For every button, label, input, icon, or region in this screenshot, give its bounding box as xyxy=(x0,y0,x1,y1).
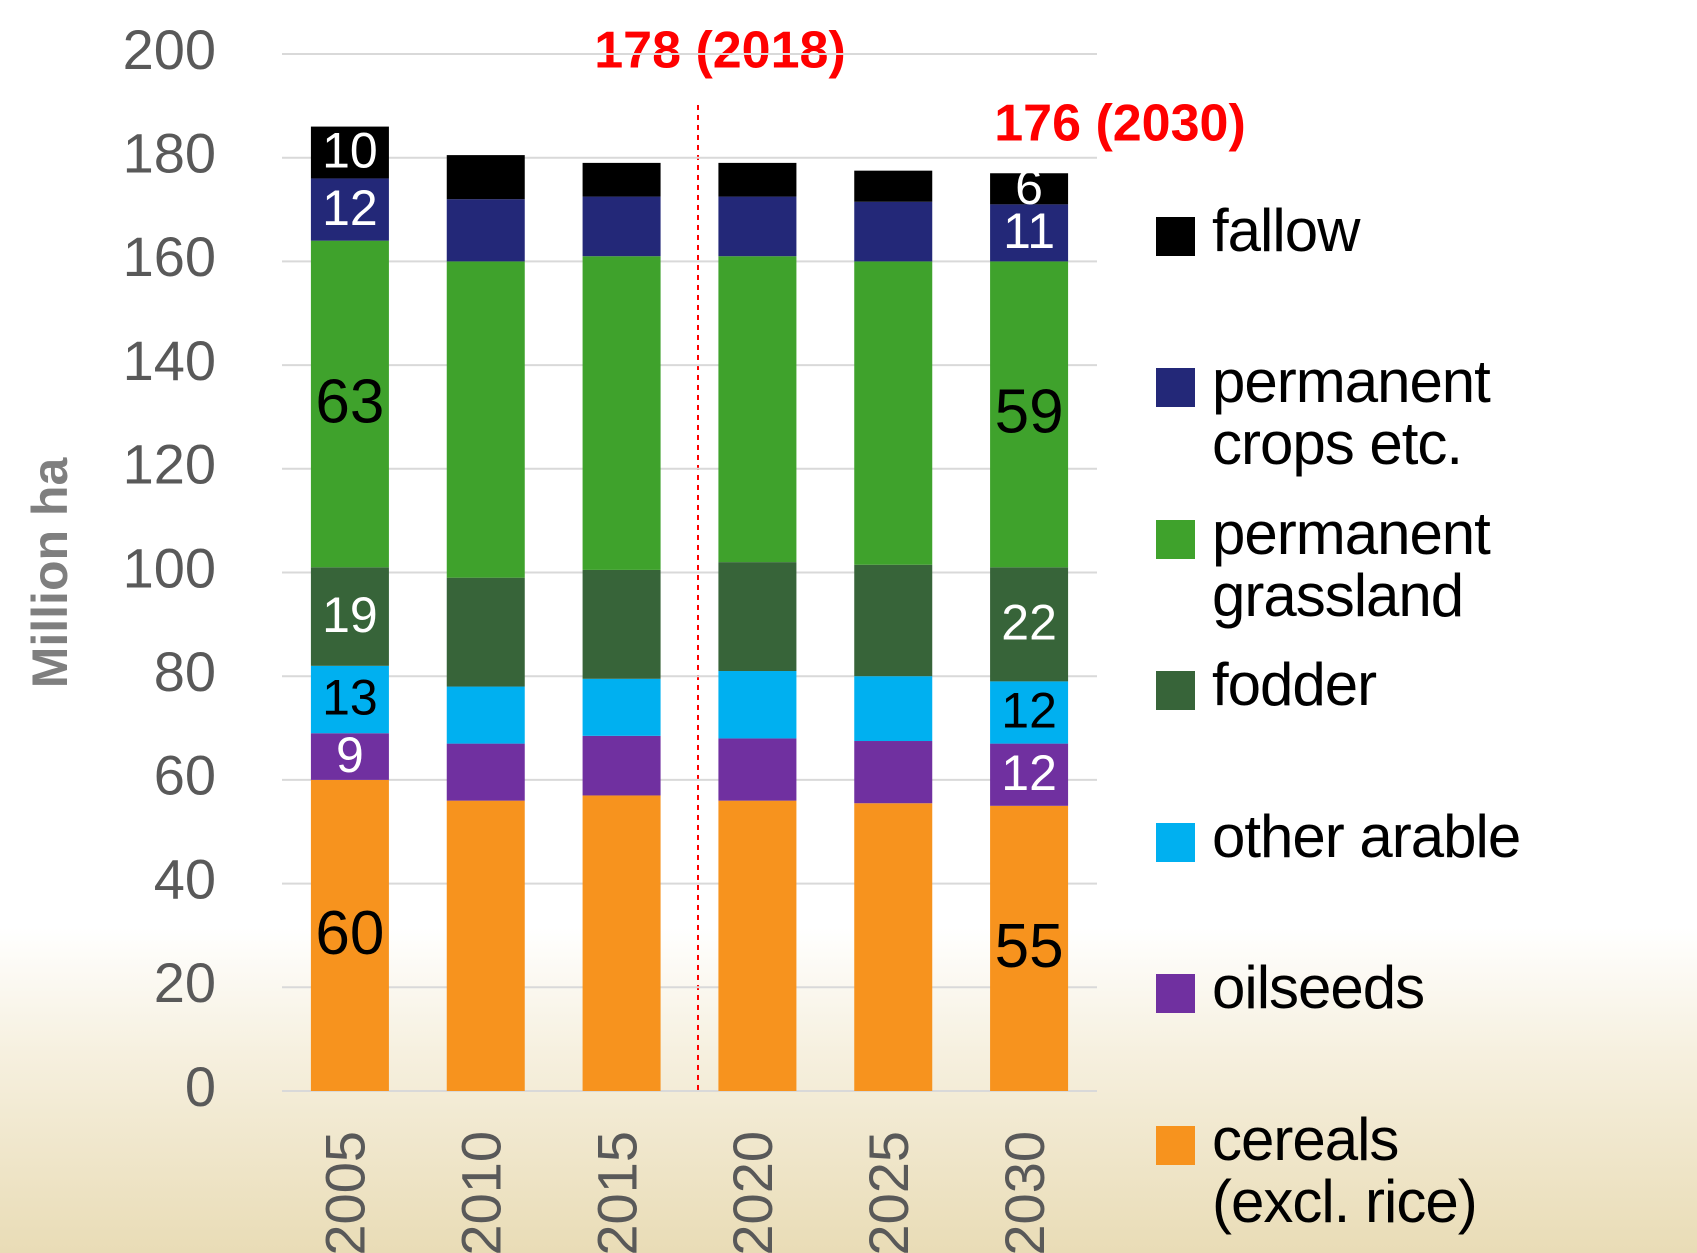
data-label: 12 xyxy=(322,180,378,236)
bar-segment xyxy=(446,686,525,744)
bar-segment xyxy=(854,201,933,262)
y-tick-label: 180 xyxy=(123,121,216,184)
bar-segment xyxy=(854,741,933,804)
y-tick-label: 100 xyxy=(123,536,216,599)
annotation: 176 (2030) xyxy=(994,95,1246,153)
bar-segment xyxy=(854,170,933,202)
y-tick-label: 0 xyxy=(185,1055,216,1118)
bar-segment xyxy=(582,256,661,570)
bar-segment xyxy=(310,567,389,666)
bar-segment xyxy=(582,735,661,796)
bar-segment xyxy=(310,665,389,734)
legend-label: fallow xyxy=(1212,197,1360,264)
x-tick-label: 2005 xyxy=(314,1131,377,1253)
bar-segment xyxy=(718,162,797,197)
y-axis-title: Million ha xyxy=(22,457,78,689)
data-label: 59 xyxy=(995,378,1064,447)
data-label: 55 xyxy=(995,912,1064,981)
bar-segment xyxy=(310,779,389,1091)
legend-swatch xyxy=(1156,974,1195,1013)
data-label: 6 xyxy=(1015,159,1043,215)
data-label: 12 xyxy=(1001,745,1057,801)
bar-segment xyxy=(718,256,797,563)
bar-segment xyxy=(582,196,661,257)
bar-segment xyxy=(854,676,933,742)
annotation: 178 (2018) xyxy=(594,22,846,80)
legend-swatch xyxy=(1156,1126,1195,1165)
bar-segment xyxy=(990,681,1069,744)
x-tick-label: 2010 xyxy=(450,1131,513,1253)
legend-label: other arable xyxy=(1212,803,1521,870)
data-label: 22 xyxy=(1001,595,1057,651)
bar-segment xyxy=(582,795,661,1091)
legend-label: oilseeds xyxy=(1212,954,1425,1021)
x-tick-label: 2015 xyxy=(585,1131,648,1253)
legend-label: permanent grassland xyxy=(1212,500,1491,629)
bar-segment xyxy=(990,805,1069,1091)
legend-swatch xyxy=(1156,823,1195,862)
bar-segment xyxy=(310,126,389,179)
bar-segment xyxy=(582,569,661,679)
legend-swatch xyxy=(1156,671,1195,710)
y-tick-label: 40 xyxy=(154,847,216,910)
x-tick-label: 2025 xyxy=(857,1131,920,1253)
bar-segment xyxy=(582,678,661,736)
bar-segment xyxy=(718,738,797,801)
legend-swatch xyxy=(1156,217,1195,256)
x-tick-label: 2030 xyxy=(993,1131,1056,1253)
y-tick-label: 160 xyxy=(123,225,216,288)
data-label: 12 xyxy=(1001,683,1057,739)
x-tick-label: 2020 xyxy=(721,1131,784,1253)
bar-segment xyxy=(854,261,933,565)
y-tick-label: 120 xyxy=(123,433,216,496)
y-tick-label: 60 xyxy=(154,744,216,807)
bar-segment xyxy=(310,178,389,241)
data-label: 60 xyxy=(315,899,384,968)
y-tick-label: 20 xyxy=(154,951,216,1014)
bar-segment xyxy=(582,162,661,197)
bar-segment xyxy=(446,155,525,200)
bar-segment xyxy=(990,173,1069,205)
y-tick-label: 200 xyxy=(123,18,216,81)
plot: 0 20 40 60 80 100 120 140 160 180 200 2005 2010 2015 2… xyxy=(123,18,1097,1253)
legend-swatch xyxy=(1156,520,1195,559)
data-label: 13 xyxy=(322,670,378,726)
bar-segment xyxy=(310,240,389,568)
bar-segment xyxy=(310,733,389,780)
bar-segment xyxy=(990,204,1069,262)
bar-segment xyxy=(990,743,1069,806)
y-tick-label: 140 xyxy=(123,329,216,392)
legend: cereals (excl. rice) oilseeds other arable… xyxy=(1156,0,1697,1253)
data-label: 10 xyxy=(322,123,378,179)
data-label: 11 xyxy=(1003,203,1055,259)
legend-swatch xyxy=(1156,368,1195,407)
bar-segment xyxy=(446,199,525,262)
bar-segment xyxy=(990,261,1069,568)
bar-segment xyxy=(446,800,525,1091)
y-tick-label: 80 xyxy=(154,640,216,703)
data-label: 19 xyxy=(322,587,378,643)
bar-segment xyxy=(718,800,797,1091)
bar-segment xyxy=(854,564,933,677)
legend-label: fodder xyxy=(1212,651,1377,718)
data-label: 63 xyxy=(315,367,384,436)
bar-segment xyxy=(718,196,797,257)
bar-segment xyxy=(446,261,525,578)
bar-segment xyxy=(446,577,525,687)
data-label: 9 xyxy=(336,727,364,783)
bar-segment xyxy=(718,562,797,672)
bar-segment xyxy=(446,743,525,801)
legend-label: permanent crops etc. xyxy=(1212,348,1491,477)
legend-label: cereals (excl. rice) xyxy=(1212,1106,1478,1235)
bar-segment xyxy=(718,671,797,739)
bar-segment xyxy=(990,567,1069,682)
bar-segment xyxy=(854,803,933,1091)
